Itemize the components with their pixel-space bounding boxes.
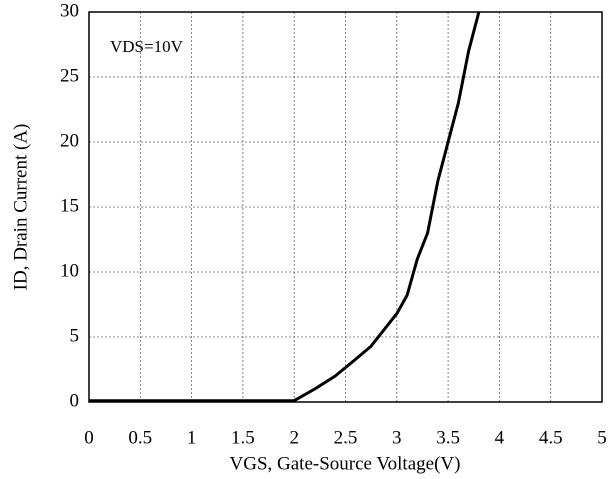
y-tick-label: 5 <box>70 325 80 346</box>
x-tick-label: 2 <box>289 427 299 448</box>
y-tick-label: 20 <box>60 130 79 151</box>
x-axis-label: VGS, Gate-Source Voltage(V) <box>230 453 461 474</box>
y-tick-label: 15 <box>60 195 79 216</box>
x-tick-label: 1 <box>187 427 197 448</box>
x-tick-label: 2.5 <box>334 427 358 448</box>
y-axis-label: ID, Drain Current (A) <box>10 124 31 291</box>
annotation: VDS=10V <box>110 37 184 56</box>
y-tick-label: 30 <box>60 0 79 21</box>
x-tick-label: 3 <box>392 427 402 448</box>
y-tick-label: 25 <box>60 65 79 86</box>
x-tick-label: 4.5 <box>539 427 563 448</box>
x-tick-label: 4 <box>495 427 505 448</box>
x-tick-label: 0.5 <box>128 427 152 448</box>
y-tick-label: 0 <box>70 390 80 411</box>
x-tick-label: 3.5 <box>436 427 460 448</box>
plot-frame <box>88 11 603 403</box>
y-tick-label: 10 <box>60 260 79 281</box>
data-line <box>89 11 481 403</box>
x-tick-label: 5 <box>597 427 607 448</box>
x-tick-label: 1.5 <box>231 427 255 448</box>
x-tick-label: 0 <box>84 427 94 448</box>
